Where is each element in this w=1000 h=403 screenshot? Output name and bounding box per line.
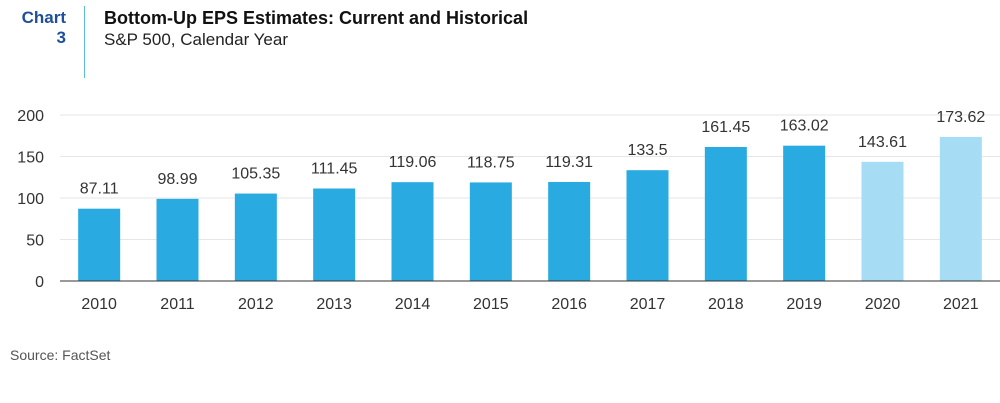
data-label: 163.02: [780, 118, 829, 135]
bar: [78, 208, 121, 281]
x-tick-label: 2010: [81, 296, 117, 313]
bar: [939, 136, 982, 281]
x-tick-label: 2012: [238, 296, 274, 313]
bar: [626, 170, 669, 281]
eps-bar-chart: 0 50 100 150 200 87.11 2010 98.99 2011 105.35 2012…: [17, 108, 1000, 313]
bar: [156, 198, 199, 281]
data-label: 87.11: [80, 181, 119, 198]
data-label: 173.62: [936, 109, 985, 126]
x-tick-label: 2011: [160, 296, 195, 313]
x-tick-label: 2020: [865, 296, 901, 313]
bar: [548, 181, 591, 281]
chart-subtitle: S&P 500, Calendar Year: [104, 30, 288, 49]
x-tick-label: 2016: [551, 296, 587, 313]
x-tick-label: 2021: [943, 296, 979, 313]
data-label: 143.61: [858, 134, 907, 151]
data-label: 98.99: [157, 171, 197, 188]
bar: [704, 146, 747, 281]
bar: [861, 161, 904, 281]
x-tick-label: 2017: [630, 296, 666, 313]
y-tick-label: 150: [17, 150, 44, 167]
data-label: 119.06: [389, 154, 437, 171]
data-label: 161.45: [701, 119, 750, 136]
x-tick-label: 2019: [786, 296, 822, 313]
bar: [234, 193, 277, 281]
data-label: 111.45: [311, 160, 358, 177]
chart-header: Bottom-Up EPS Estimates: Current and His…: [104, 7, 528, 50]
x-tick-label: 2014: [395, 296, 431, 313]
bar: [391, 182, 434, 281]
chart-label-word: Chart: [21, 8, 66, 27]
y-tick-label: 50: [26, 233, 44, 250]
source-note: Source: FactSet: [10, 347, 111, 363]
x-tick-label: 2018: [708, 296, 744, 313]
y-tick-label: 0: [35, 274, 44, 291]
x-tick-label: 2015: [473, 296, 509, 313]
chart-title: Bottom-Up EPS Estimates: Current and His…: [104, 8, 529, 28]
y-tick-label: 200: [17, 108, 44, 125]
data-label: 133.5: [627, 142, 667, 159]
data-label: 119.31: [545, 154, 593, 171]
bar: [469, 182, 512, 281]
header-divider: [84, 6, 85, 78]
y-tick-label: 100: [17, 191, 44, 208]
data-label: 105.35: [231, 166, 280, 183]
x-tick-label: 2013: [316, 296, 352, 313]
chart-number-label: Chart 3: [0, 8, 66, 48]
bar: [783, 145, 826, 281]
data-label: 118.75: [467, 154, 515, 171]
chart-label-number: 3: [56, 28, 66, 47]
bar: [313, 188, 356, 281]
